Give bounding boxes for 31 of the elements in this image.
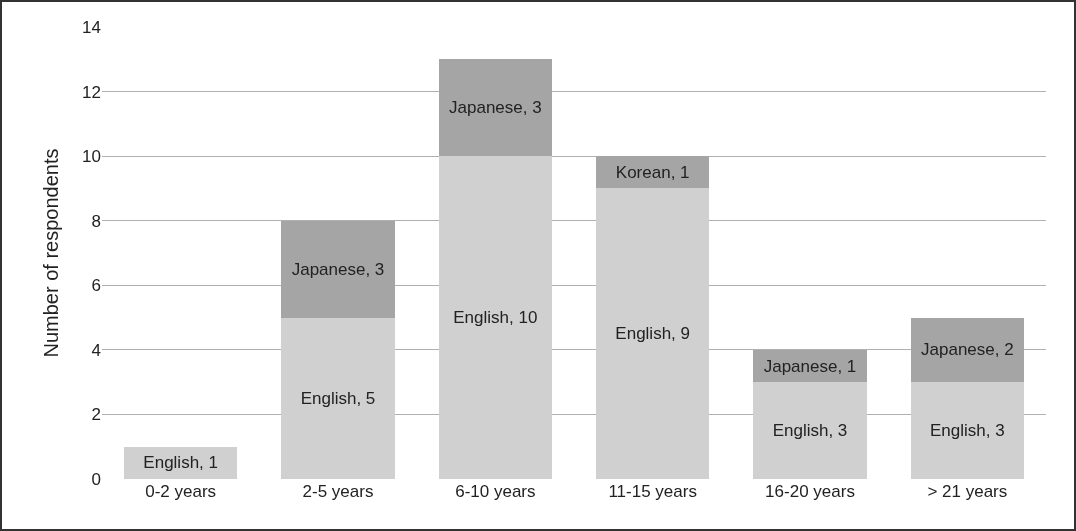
bar (438, 156, 552, 479)
x-tick-label: 6-10 years (455, 482, 536, 501)
data-label: English, 5 (300, 388, 376, 408)
x-tick-label: 16-20 years (765, 482, 855, 501)
bar (910, 382, 1024, 479)
data-label: Japanese, 2 (921, 340, 1014, 360)
data-label: English, 10 (453, 308, 538, 328)
y-tick-label: 8 (91, 211, 101, 231)
y-tick-label: 10 (82, 147, 101, 167)
y-tick-label: 2 (91, 405, 101, 425)
bar (596, 188, 710, 479)
data-label: Japanese, 1 (763, 356, 857, 376)
bar (281, 317, 395, 479)
y-tick-label: 12 (82, 82, 101, 102)
y-tick-label: 4 (91, 340, 101, 360)
y-tick-label: 6 (91, 276, 101, 296)
y-tick-label: 14 (82, 17, 101, 37)
data-label: Japanese, 3 (449, 98, 542, 118)
x-tick-label: > 21 years (927, 482, 1008, 501)
y-tick-label: 0 (91, 469, 101, 489)
x-tick-label: 2-5 years (302, 482, 374, 501)
data-label: English, 1 (143, 453, 219, 473)
bar (753, 382, 867, 479)
x-tick-label: 11-15 years (608, 482, 697, 501)
data-label: English, 9 (615, 324, 691, 344)
data-label: Japanese, 3 (291, 259, 385, 279)
data-label: English, 3 (772, 421, 848, 441)
x-tick-label: 0-2 years (145, 482, 217, 501)
data-label: English, 3 (929, 421, 1005, 441)
data-label: Korean, 1 (615, 162, 690, 182)
y-axis-title: Number of respondents (39, 148, 62, 358)
